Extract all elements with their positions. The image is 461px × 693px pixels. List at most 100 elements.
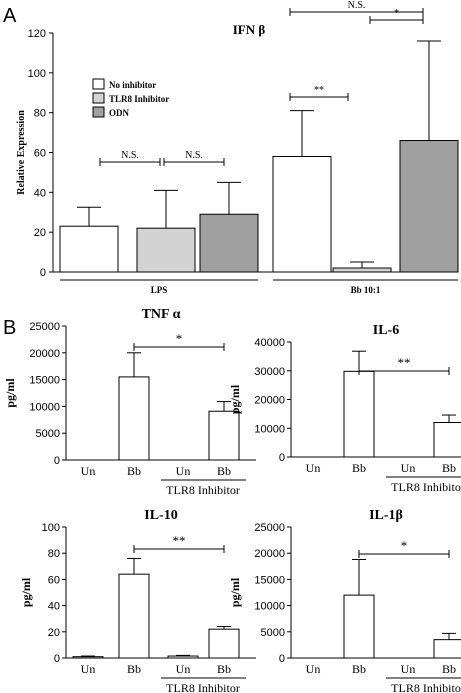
group-label: TLR8 Inhibitor	[166, 483, 240, 497]
y-axis-label: pg/ml	[3, 378, 17, 408]
y-tick-label: 20	[48, 627, 60, 639]
panel-label-a: A	[3, 5, 17, 27]
legend-label: TLR8 Inhibitor	[109, 94, 169, 104]
ifn-beta-chart: 0 20 40 60 80 100 120 Relative Expression IFN β L…	[16, 0, 459, 295]
chart-title: TNF α	[142, 307, 181, 322]
bar	[343, 370, 375, 458]
y-tick-label: 40000	[254, 337, 285, 349]
x-tick-label: Bb	[442, 662, 456, 676]
y-tick-label: 10000	[29, 401, 60, 413]
x-tick-label: Bb	[127, 662, 141, 676]
y-tick-label: 80	[48, 548, 60, 560]
significance-label: **	[173, 533, 186, 548]
bar	[118, 573, 150, 659]
significance-label: *	[394, 8, 399, 19]
tnf-alpha-chart: 0 5000 10000 15000 20000 25000 pg/ml TNF α Un Bb U…	[3, 307, 256, 497]
y-tick-label: 15000	[29, 375, 60, 387]
group-label: TLR8 Inhibitor	[391, 480, 461, 494]
y-axis-label: pg/ml	[228, 577, 242, 607]
legend-label: ODN	[109, 108, 130, 118]
bar	[59, 225, 119, 273]
y-tick-label: 120	[28, 28, 46, 40]
il10-chart: 0 20 40 60 80 100 pg/ml IL-10 Un Bb Un Bb TLR8 Inhib…	[19, 508, 256, 693]
significance-label: *	[401, 538, 408, 553]
legend-swatch	[92, 78, 105, 90]
y-tick-label: 10000	[254, 423, 285, 435]
y-tick-label: 25000	[29, 321, 60, 333]
significance-label: *	[176, 331, 183, 346]
x-tick-label: Bb	[217, 464, 231, 478]
y-tick-label: 30000	[254, 366, 285, 378]
il1b-chart: 0 5000 10000 15000 20000 25000 pg/ml IL-1β Un Bb U…	[228, 508, 461, 693]
y-axis-label: pg/ml	[228, 384, 242, 414]
chart-title: IL-6	[373, 323, 399, 338]
y-tick-label: 0	[40, 267, 46, 279]
y-tick-label: 20	[34, 227, 46, 239]
bar	[332, 267, 392, 273]
significance-label: N.S.	[348, 0, 366, 11]
x-tick-label: Un	[176, 662, 191, 676]
bar	[433, 422, 461, 458]
x-tick-label: Un	[306, 662, 321, 676]
y-tick-label: 60	[48, 574, 60, 586]
bar	[199, 213, 259, 273]
bar	[118, 376, 150, 461]
y-tick-label: 0	[54, 455, 60, 467]
y-tick-label: 20000	[29, 348, 60, 360]
y-tick-label: 40	[34, 187, 46, 199]
y-tick-label: 15000	[254, 574, 285, 586]
legend-swatch	[92, 92, 105, 104]
y-tick-label: 5000	[36, 428, 60, 440]
y-tick-label: 100	[42, 522, 60, 534]
x-tick-label: Un	[401, 662, 416, 676]
group-label: TLR8 Inhibitor	[166, 681, 240, 693]
x-tick-label: Bb	[352, 662, 366, 676]
legend-swatch	[92, 106, 105, 118]
significance-label: N.S.	[121, 150, 139, 161]
y-axis-label: pg/ml	[19, 577, 33, 607]
group-label: TLR8 Inhibitor	[391, 681, 461, 693]
y-tick-label: 0	[279, 452, 285, 464]
x-tick-label: Un	[401, 461, 416, 475]
y-tick-label: 20000	[254, 395, 285, 407]
panel-label-b: B	[3, 317, 16, 339]
bar	[208, 410, 240, 461]
x-tick-label: Bb	[217, 662, 231, 676]
chart-title: IFN β	[233, 22, 266, 37]
bar	[272, 155, 332, 273]
x-tick-label: Un	[306, 461, 321, 475]
bar	[136, 227, 196, 273]
group-label: LPS	[151, 285, 168, 295]
bar	[208, 628, 240, 659]
y-tick-label: 25000	[254, 522, 285, 534]
significance-label: **	[314, 85, 324, 96]
bar	[167, 655, 199, 659]
x-tick-label: Un	[176, 464, 191, 478]
x-tick-label: Un	[81, 464, 96, 478]
x-tick-label: Bb	[442, 461, 456, 475]
y-tick-label: 5000	[261, 627, 285, 639]
bar	[343, 594, 375, 659]
y-axis-label: Relative Expression	[16, 110, 27, 195]
x-tick-label: Bb	[352, 461, 366, 475]
y-tick-label: 0	[54, 653, 60, 665]
y-tick-label: 80	[34, 108, 46, 120]
il6-chart: 0 10000 20000 30000 40000 pg/ml IL-6 Un Bb Un Bb TL…	[228, 323, 461, 494]
y-tick-label: 10000	[254, 601, 285, 613]
y-tick-label: 0	[279, 653, 285, 665]
y-tick-label: 60	[34, 148, 46, 160]
y-tick-label: 20000	[254, 548, 285, 560]
significance-label: N.S.	[185, 150, 203, 161]
legend-label: No inhibitor	[109, 80, 156, 90]
x-tick-label: Bb	[127, 464, 141, 478]
significance-label: **	[398, 355, 411, 370]
bar	[72, 656, 104, 659]
chart-title: IL-10	[144, 508, 177, 523]
y-tick-label: 100	[28, 68, 46, 80]
bar	[433, 639, 461, 659]
x-tick-label: Un	[81, 662, 96, 676]
chart-title: IL-1β	[369, 508, 403, 523]
bar	[399, 140, 459, 273]
y-tick-label: 40	[48, 601, 60, 613]
